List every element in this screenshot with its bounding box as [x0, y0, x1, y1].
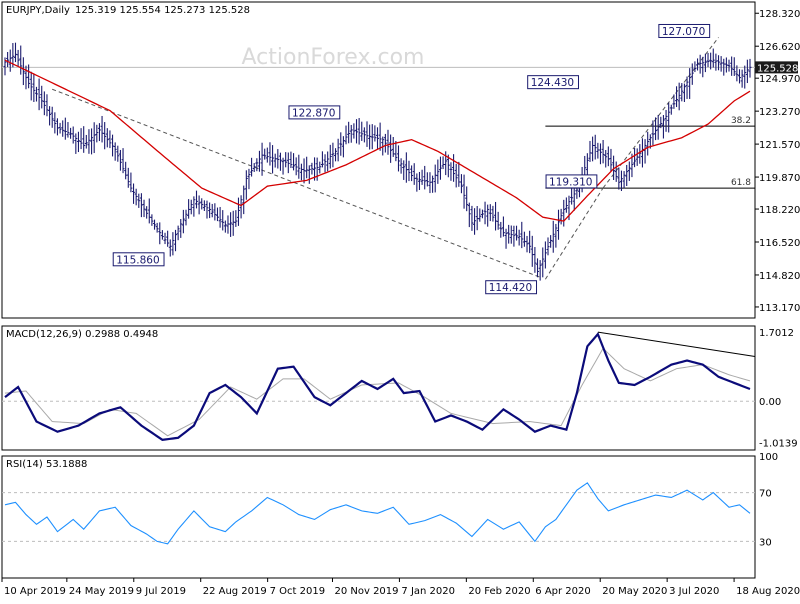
- x-axis-label: 10 Apr 2019: [4, 586, 66, 597]
- price-axis-label: 121.570: [759, 140, 800, 151]
- price-annotation-text: 124.430: [531, 77, 574, 89]
- fib-level-label: 61.8: [731, 178, 751, 188]
- price-annotation-box: [485, 280, 538, 295]
- last-price-tag: [755, 61, 798, 74]
- panes-layer: [1, 1, 756, 579]
- price-annotation-text: 127.070: [662, 26, 705, 38]
- x-axis-label: 20 Feb 2020: [468, 586, 530, 597]
- x-axis-label: 18 Aug 2020: [736, 586, 800, 597]
- rsi-line: [4, 482, 751, 545]
- x-axis-label: 3 Jul 2020: [669, 586, 719, 597]
- fib-level-label: 61.8: [731, 0, 751, 2]
- price-axis-label: 116.520: [759, 238, 800, 249]
- rsi-axis-label: 100: [759, 452, 778, 463]
- macd-axis-label: 1.7012: [759, 328, 794, 339]
- macd-signal-line: [4, 347, 751, 437]
- x-axis-label: 6 Apr 2020: [535, 586, 590, 597]
- fib-level-label: 38.2: [731, 116, 751, 126]
- watermark-text: ActionForex.com: [242, 45, 425, 70]
- price-annotation-text: 114.420: [489, 282, 532, 294]
- price-annotation-box: [112, 252, 165, 267]
- macd-trendline: [597, 331, 756, 357]
- x-axis-label: 22 Aug 2019: [203, 586, 267, 597]
- price-annotation-text: 119.310: [549, 176, 592, 188]
- price-axis-label: 128.320: [759, 9, 800, 20]
- rsi-axis-label: 30: [759, 537, 772, 548]
- x-axis-label: 7 Oct 2019: [270, 586, 325, 597]
- price-axis-label: 114.820: [759, 271, 800, 282]
- price-axis-label: 113.170: [759, 303, 800, 314]
- x-axis-label: 9 Jul 2019: [136, 586, 186, 597]
- macd-title: MACD(12,26,9) 0.2988 0.4948: [6, 329, 158, 340]
- price-annotation-box: [288, 105, 341, 120]
- macd-line: [4, 332, 751, 441]
- moving-average-line: [4, 59, 751, 222]
- price-axis-label: 118.220: [759, 205, 800, 216]
- x-axis-label: 7 Jan 2020: [401, 586, 455, 597]
- price-axis-label: 124.970: [759, 74, 800, 85]
- x-axis-label: 24 May 2019: [69, 586, 134, 597]
- price-ohlc-header: 125.319 125.554 125.273 125.528: [75, 5, 250, 16]
- price-axis-label: 126.620: [759, 42, 800, 53]
- price-title: EURJPY,Daily: [6, 5, 70, 16]
- price-annotation-text: 122.870: [292, 107, 335, 119]
- price-annotation-box: [658, 23, 711, 38]
- x-axis-label: 20 May 2020: [602, 586, 667, 597]
- pane-frame: [1, 455, 756, 579]
- macd-axis-label: -1.0139: [759, 438, 798, 449]
- price-trendline: [52, 88, 541, 278]
- rsi-title: RSI(14) 53.1888: [6, 459, 87, 470]
- price-annotation-box: [527, 75, 579, 90]
- price-annotation-box: [545, 174, 598, 189]
- x-axis-label: 20 Nov 2019: [334, 586, 398, 597]
- price-axis-label: 119.870: [759, 173, 800, 184]
- price-annotation-text: 115.860: [116, 254, 159, 266]
- macd-axis-label: 0.00: [759, 397, 781, 408]
- rsi-axis-label: 70: [759, 489, 772, 500]
- price-axis-label: 123.270: [759, 107, 800, 118]
- last-price-text: 125.528: [757, 63, 798, 74]
